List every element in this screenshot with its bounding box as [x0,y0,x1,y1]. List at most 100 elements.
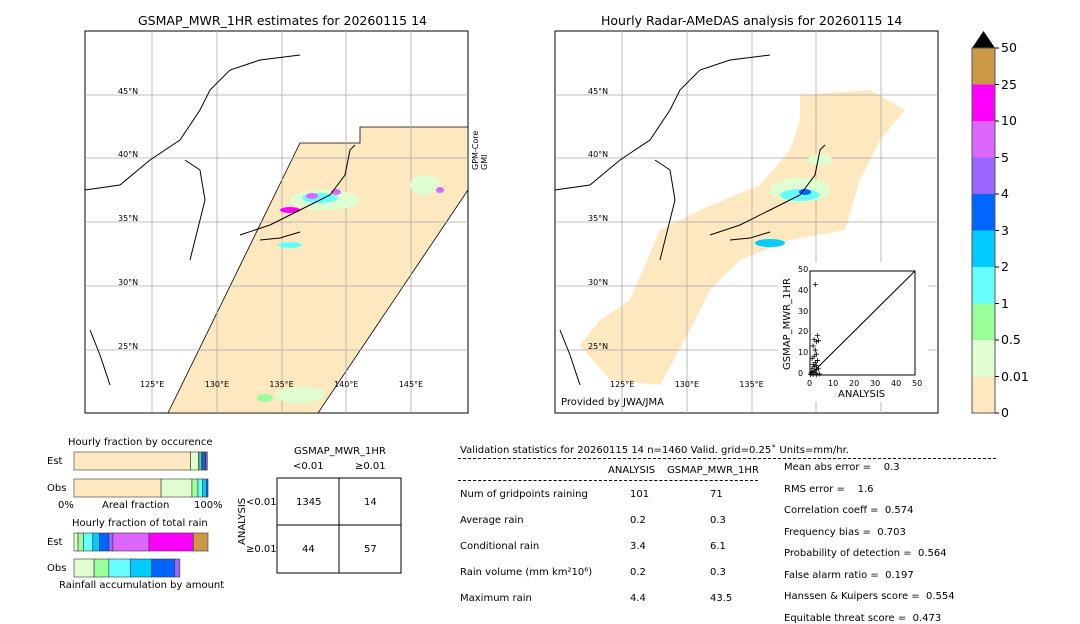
fraction-segment [108,532,114,552]
scatter-point [810,362,816,368]
stat-analysis-value: 0.2 [630,567,646,578]
score-line: Probability of detection = 0.564 [784,548,947,559]
stat-label: Maximum rain [460,593,532,604]
colorbar-tick-label: 1 [1001,295,1009,311]
col-label: ≥0.01 [355,461,386,472]
scatter-point [810,343,816,349]
scatter-point [812,360,818,366]
colorbar-bin [972,121,995,158]
scatter-xtick: 20 [849,379,860,388]
fraction-segment [202,478,207,498]
fraction-segment [202,451,206,471]
cell-value: 57 [364,544,377,555]
lat-label: 45°N [588,87,609,96]
fraction-segment [206,478,209,498]
scatter-point [811,368,817,374]
xtick-0: 0% [58,500,74,511]
row-label: ≥0.01 [246,544,277,555]
colorbar-tick-label: 0.5 [1001,332,1021,347]
fraction-segment [174,558,181,578]
score-line: False alarm ratio = 0.197 [784,569,914,581]
fraction-segment [99,532,110,552]
colorbar-bin [972,340,995,377]
scatter-point [813,372,819,378]
colorbar-extend-arrow [972,31,995,48]
right-map-title: Hourly Radar-AMeDAS analysis for 2026011… [601,13,903,28]
fraction-segment [190,451,199,471]
scatter-point [809,369,815,375]
scatter-point [812,282,818,288]
scatter-xtick: 40 [891,379,902,388]
colorbar-bin [972,230,995,267]
lat-label: 25°N [588,342,609,351]
fraction-segment [160,478,193,498]
scatter-point [814,357,820,363]
lat-label: 45°N [118,87,139,96]
right-rain-patches [755,154,832,247]
rain-fraction-title: Hourly fraction of total rain [72,518,208,529]
scatter-xtick: 50 [912,379,923,388]
stat-label: Num of gridpoints raining [460,489,588,500]
scatter-point [815,366,821,372]
occurrence-title: Hourly fraction by occurence [68,437,213,448]
colorbar-bin [972,267,995,304]
scatter-ytick: 10 [798,348,809,358]
fraction-segment [73,532,79,552]
right-coastline [554,54,826,386]
cell-value: 14 [364,497,377,508]
left-gridlines [85,31,468,413]
scatter-point [813,351,819,357]
scatter-ytick: 30 [798,306,809,316]
fraction-segment [205,451,208,471]
sensor-label: GPM-Core GMI [471,130,489,170]
scatter-ytick: 0 [798,369,804,378]
fraction-segment [129,558,153,578]
stat-gsmap-value: 0.3 [710,567,726,578]
one-to-one-line [809,270,916,376]
scatter-ylabel: GSMAP_MWR_1HR [782,278,793,370]
score-line: Hanssen & Kuipers score = 0.554 [784,591,955,602]
areal-fraction-label: Areal fraction [102,500,170,511]
lon-label: 145°E [398,380,424,389]
colorbar-tick-label: 4 [1001,186,1009,201]
stats-col-header: ANALYSIS [608,465,656,476]
lon-label: 135°E [269,380,294,389]
colorbar-tick-label: 2 [1001,259,1009,274]
bar-label-obs: Obs [47,563,67,574]
scatter-point [816,371,822,377]
fraction-segment [73,451,191,471]
left-map [84,30,469,414]
colorbar-tick-label: 3 [1001,222,1009,238]
bar-label-obs: Obs [47,483,67,494]
bar-label-est: Est [47,456,63,467]
fraction-segment [197,478,203,498]
left-coastline [84,54,356,386]
scatter-plot [808,270,916,378]
xtick-100: 100% [194,500,223,511]
stat-gsmap-value: 43.5 [710,593,733,604]
scatter-point [815,338,821,344]
stats-header: Validation statistics for 20260115 14 n=… [460,445,849,456]
lon-label: 135°E [739,380,764,389]
fraction-segment [93,558,110,578]
contingency-title: GSMAP_MWR_1HR [294,446,386,457]
lat-label: 35°N [588,214,609,223]
rain-accum-label: Rainfall accumulation by amount [59,580,225,591]
data-credit: Provided by JWA/JMA [561,397,664,408]
scatter-point [811,337,817,343]
lat-label: 35°N [118,214,139,223]
scatter-point [813,339,819,345]
scatter-point [811,353,817,359]
cell-value: 44 [302,544,315,555]
fraction-segment [151,558,175,578]
stat-label: Rain volume (mm km²10⁶) [460,567,593,578]
scatter-ytick: 50 [798,265,809,274]
lat-label: 25°N [118,342,139,351]
lat-label: 30°N [588,278,609,287]
scatter-xtick: 0 [807,379,813,388]
fraction-segment [192,532,209,552]
contingency-grid [276,477,402,574]
stat-label: Average rain [460,515,524,526]
colorbar-bin [972,194,995,231]
cell-value: 1345 [296,497,322,508]
